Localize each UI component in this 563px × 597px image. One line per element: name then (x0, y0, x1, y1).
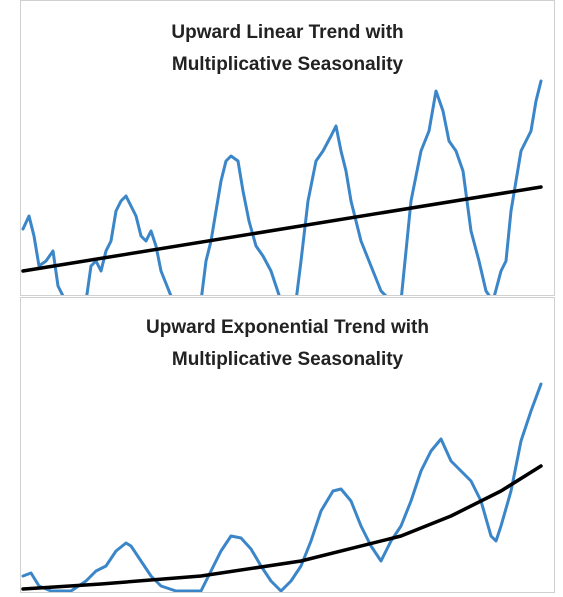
series-line (21, 79, 543, 295)
chart-panel: Upward Linear Trend with Multiplicative … (20, 0, 555, 296)
chart-title: Upward Exponential Trend with Multiplica… (146, 317, 429, 370)
trend-line (21, 185, 543, 273)
chart-panel: Upward Exponential Trend with Multiplica… (20, 297, 555, 593)
chart (21, 382, 543, 592)
chart (21, 79, 543, 295)
series-line (21, 382, 543, 592)
chart-title: Upward Linear Trend with Multiplicative … (171, 22, 404, 75)
trend-line (21, 464, 543, 591)
